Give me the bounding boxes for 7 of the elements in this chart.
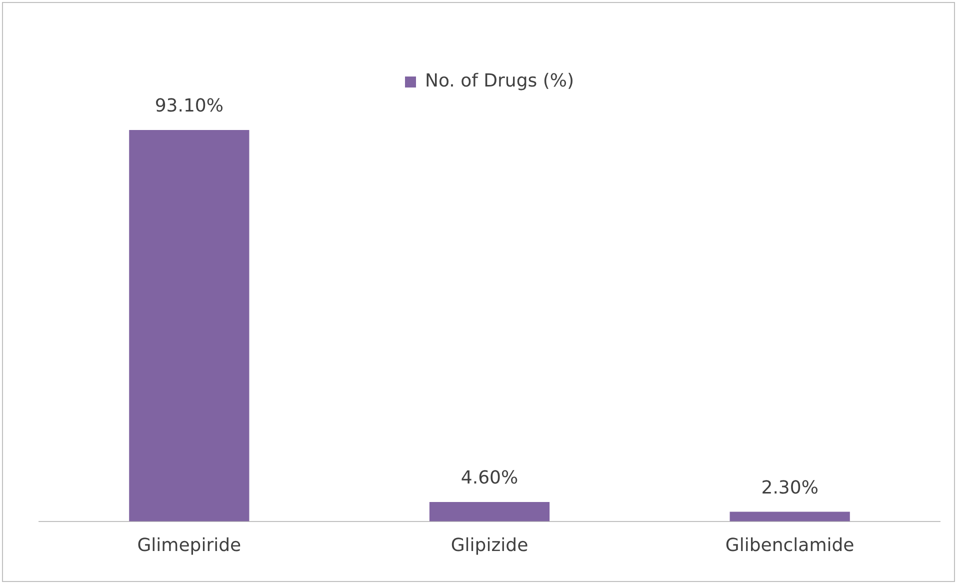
data-label: 2.30%: [761, 477, 818, 498]
data-label: 93.10%: [154, 96, 224, 117]
legend-label: No. of Drugs (%): [424, 70, 574, 92]
x-tick-label: Glibenclamide: [725, 534, 854, 556]
data-label: 4.60%: [460, 468, 518, 489]
x-tick-label: Glipizide: [450, 534, 528, 556]
x-tick-label: Glimepiride: [137, 534, 242, 556]
